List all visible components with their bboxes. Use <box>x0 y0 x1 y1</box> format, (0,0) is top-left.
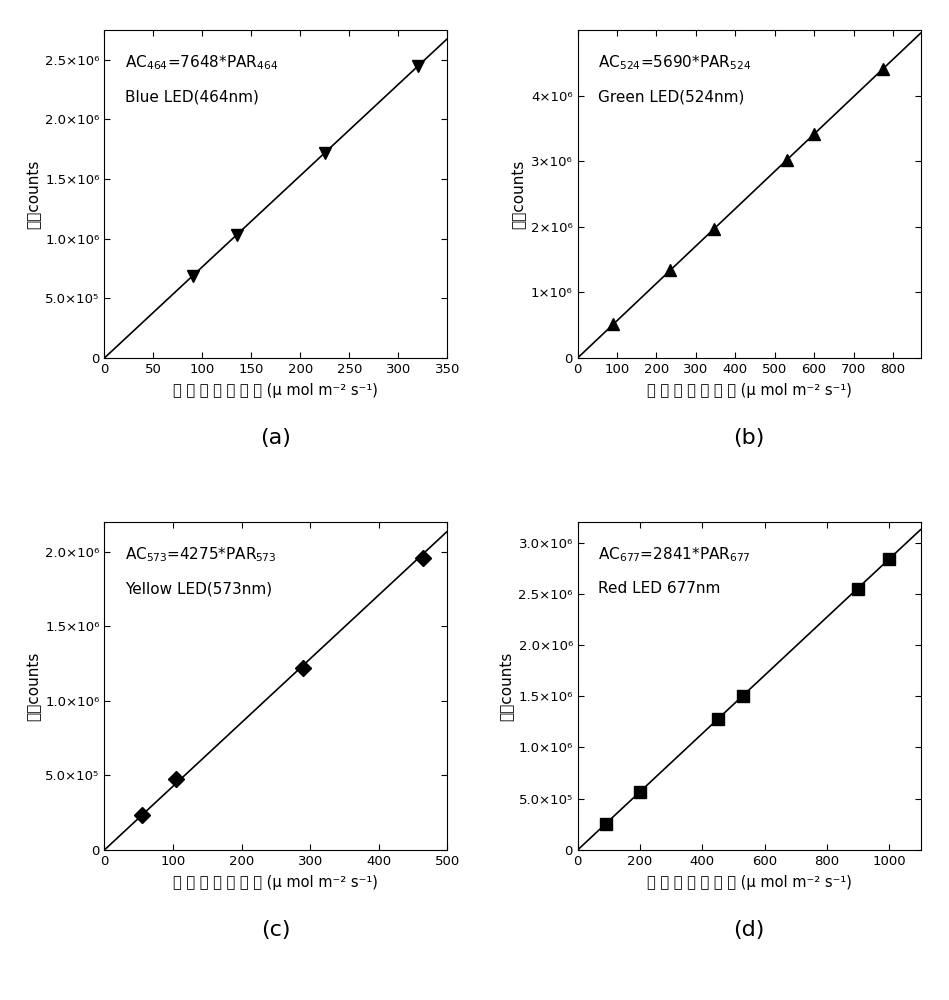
Text: Yellow LED(573nm): Yellow LED(573nm) <box>125 581 272 596</box>
Y-axis label: 累积counts: 累积counts <box>26 651 41 721</box>
X-axis label: 光 量 子 通 量 密 度 (μ mol m⁻² s⁻¹): 光 量 子 通 量 密 度 (μ mol m⁻² s⁻¹) <box>174 875 379 890</box>
Text: AC$_{677}$=2841*PAR$_{677}$: AC$_{677}$=2841*PAR$_{677}$ <box>598 545 751 564</box>
X-axis label: 光 量 子 通 量 密 度 (μ mol m⁻² s⁻¹): 光 量 子 通 量 密 度 (μ mol m⁻² s⁻¹) <box>646 383 851 398</box>
Text: Green LED(524nm): Green LED(524nm) <box>598 89 745 104</box>
Text: AC$_{464}$=7648*PAR$_{464}$: AC$_{464}$=7648*PAR$_{464}$ <box>125 53 278 72</box>
Text: Blue LED(464nm): Blue LED(464nm) <box>125 89 259 104</box>
X-axis label: 光 量 子 通 量 密 度 (μ mol m⁻² s⁻¹): 光 量 子 通 量 密 度 (μ mol m⁻² s⁻¹) <box>646 875 851 890</box>
Text: (a): (a) <box>260 428 291 448</box>
Y-axis label: 累积counts: 累积counts <box>26 159 41 229</box>
Y-axis label: 累积counts: 累积counts <box>512 159 527 229</box>
Text: (c): (c) <box>261 920 290 940</box>
Y-axis label: 累积counts: 累积counts <box>499 651 514 721</box>
Text: AC$_{524}$=5690*PAR$_{524}$: AC$_{524}$=5690*PAR$_{524}$ <box>598 53 752 72</box>
Text: AC$_{573}$=4275*PAR$_{573}$: AC$_{573}$=4275*PAR$_{573}$ <box>125 545 276 564</box>
X-axis label: 光 量 子 通 量 密 度 (μ mol m⁻² s⁻¹): 光 量 子 通 量 密 度 (μ mol m⁻² s⁻¹) <box>174 383 379 398</box>
Text: (d): (d) <box>734 920 765 940</box>
Text: Red LED 677nm: Red LED 677nm <box>598 581 720 596</box>
Text: (b): (b) <box>734 428 765 448</box>
